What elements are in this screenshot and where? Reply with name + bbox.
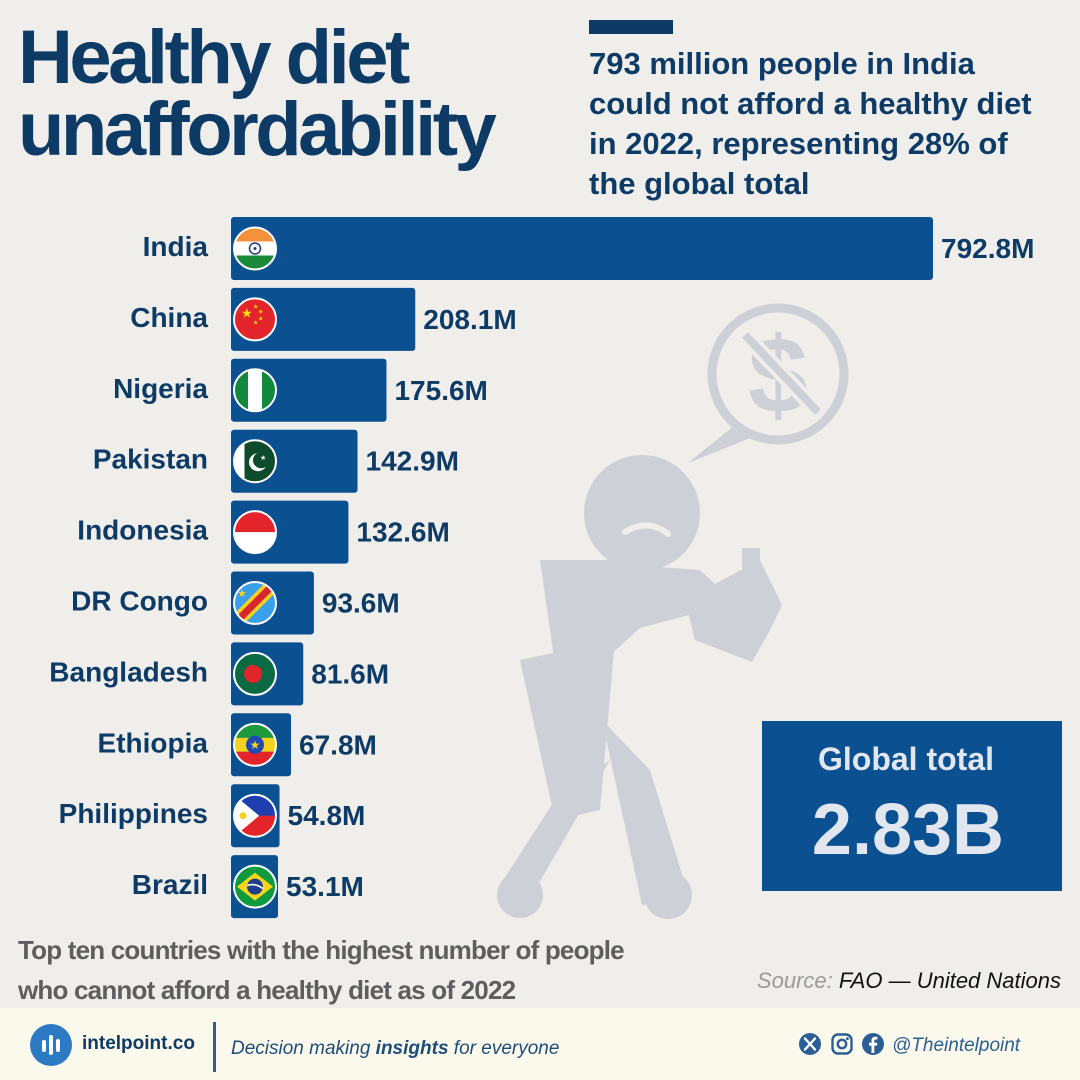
intelpoint-logo-icon[interactable] [30,1024,72,1066]
value-label-philippines: 54.8M [288,800,366,831]
source-text: FAO — United Nations [838,968,1061,993]
value-label-china: 208.1M [423,304,516,335]
svg-text:★: ★ [260,454,266,462]
category-label-bangladesh: Bangladesh [49,656,208,687]
svg-text:★: ★ [258,308,263,315]
subtitle-accent-bar [589,20,673,34]
category-label-china: China [130,302,208,333]
person-cannot-afford-icon: $ [497,303,849,919]
bar-china [231,287,416,351]
category-label-dr-congo: DR Congo [71,586,208,617]
footer-divider [213,1022,216,1072]
svg-text:★: ★ [241,306,253,321]
page-title: Healthy diet unaffordability [18,15,558,172]
ethiopia-flag-icon: ★ [233,722,277,767]
tagline: Decision making insights for everyone [231,1038,559,1060]
svg-text:★: ★ [253,319,258,326]
global-total-label: Global total [818,741,994,777]
bar-india [231,217,933,280]
tagline-bold: insights [375,1038,449,1059]
india-flag-icon [233,226,277,271]
pakistan-flag-icon: ★ [233,439,277,484]
category-label-pakistan: Pakistan [93,444,208,475]
bangladesh-flag-icon [233,651,277,696]
category-label-indonesia: Indonesia [77,515,208,546]
category-label-brazil: Brazil [132,869,208,900]
tagline-post: for everyone [448,1038,560,1059]
dr-congo-flag-icon: ★ [233,581,277,625]
footer-bar [0,1008,1080,1080]
category-label-india: India [143,231,209,262]
value-label-dr-congo: 93.6M [322,588,400,619]
svg-text:★: ★ [250,738,261,752]
social-handle[interactable]: @Theintelpoint [892,1035,1021,1056]
chart-footnote: Top ten countries with the highest numbe… [18,935,625,1005]
china-flag-icon: ★ ★★★★ [233,297,277,342]
category-label-philippines: Philippines [59,798,208,829]
title-line-1: Healthy diet [18,15,410,100]
facebook-icon[interactable] [861,1032,885,1056]
value-label-pakistan: 142.9M [366,446,459,477]
global-total-box: Global total 2.83B [762,721,1062,891]
category-label-ethiopia: Ethiopia [98,727,209,758]
philippines-flag-icon [233,793,277,838]
value-label-ethiopia: 67.8M [299,729,377,760]
instagram-icon[interactable] [830,1032,854,1056]
tagline-pre: Decision making [231,1038,376,1059]
svg-text:★: ★ [237,587,247,600]
source-note: Source: FAO — United Nations [757,968,1061,994]
nigeria-flag-icon [233,368,277,413]
value-label-brazil: 53.1M [286,871,364,902]
value-label-bangladesh: 81.6M [311,658,389,689]
indonesia-flag-icon [233,510,277,555]
category-label-nigeria: Nigeria [113,373,208,404]
brand-link[interactable]: intelpoint.co [82,1033,195,1054]
global-total-value: 2.83B [811,790,1005,870]
brazil-flag-icon [233,864,277,909]
svg-text:★: ★ [253,303,258,310]
value-label-indonesia: 132.6M [356,517,449,548]
svg-text:★: ★ [258,315,263,322]
value-label-nigeria: 175.6M [394,375,487,406]
title-line-2: unaffordability [18,87,497,172]
subtitle: 793 million people in India could not af… [589,46,1032,201]
value-label-india: 792.8M [941,233,1034,264]
x-icon[interactable] [798,1032,822,1056]
source-label: Source: [756,968,833,993]
